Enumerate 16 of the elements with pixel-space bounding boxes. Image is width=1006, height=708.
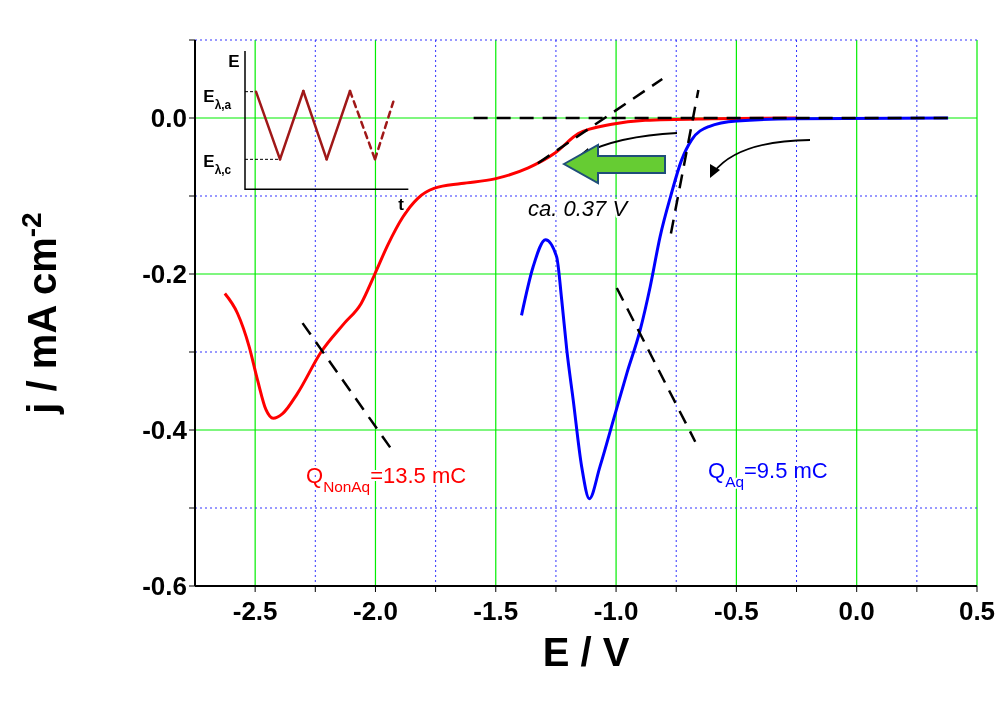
annotation: E bbox=[228, 51, 240, 71]
x-tick-label: -0.5 bbox=[713, 596, 759, 627]
x-tick-label: -1.5 bbox=[473, 596, 519, 627]
x-tick-label: -2.0 bbox=[353, 596, 398, 627]
x-tick-label: -1.0 bbox=[593, 596, 639, 627]
x-tick-label: 0.5 bbox=[958, 596, 996, 627]
annotation: t bbox=[398, 195, 405, 214]
annotation: E$_{λ,a}$ bbox=[203, 86, 232, 112]
y-tick-label: -0.4 bbox=[142, 415, 188, 446]
annotation: E$_{λ,c}$ bbox=[203, 151, 232, 177]
y-tick-label: 0.0 bbox=[150, 103, 187, 134]
x-tick-label: -2.5 bbox=[232, 596, 278, 627]
x-tick-label: 0.0 bbox=[838, 596, 875, 627]
x-axis-title: E / V bbox=[542, 630, 630, 674]
y-tick-label: -0.6 bbox=[142, 571, 187, 602]
y-tick-label: -0.2 bbox=[142, 259, 187, 290]
